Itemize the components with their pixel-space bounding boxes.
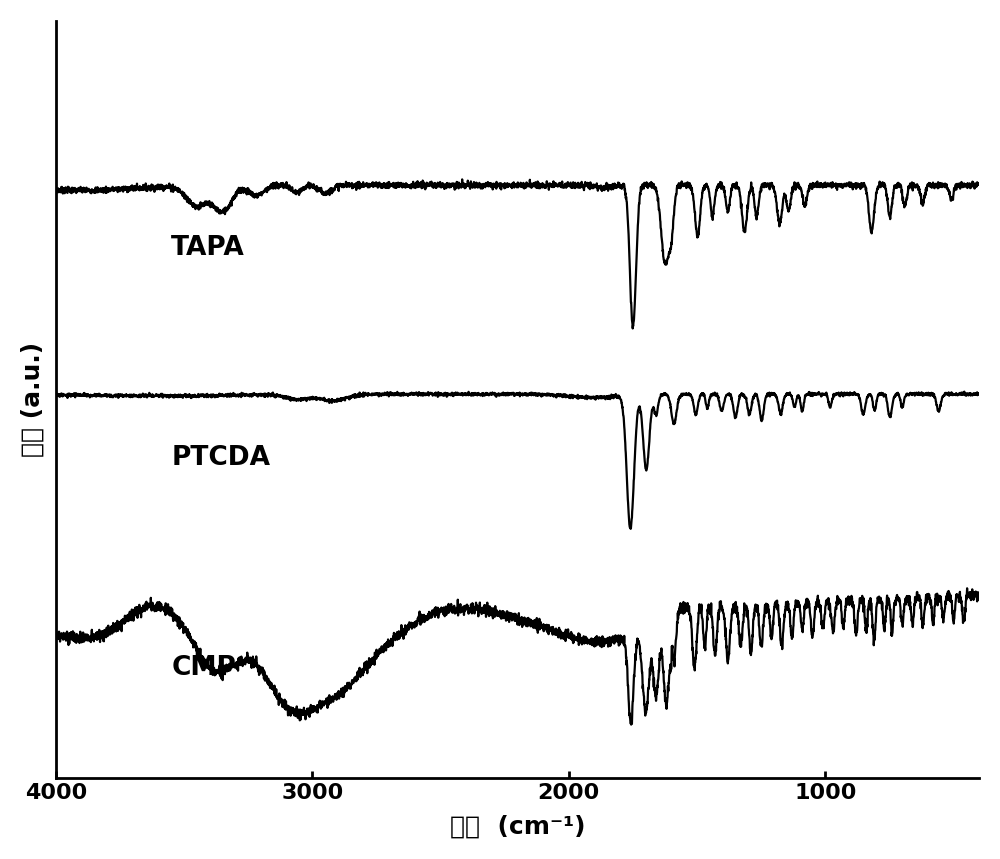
Text: CMP: CMP	[171, 655, 236, 680]
Text: TAPA: TAPA	[171, 235, 245, 261]
X-axis label: 波数  (cm⁻¹): 波数 (cm⁻¹)	[450, 814, 585, 838]
Text: PTCDA: PTCDA	[171, 445, 270, 471]
Y-axis label: 强度 (a.u.): 强度 (a.u.)	[21, 342, 45, 457]
